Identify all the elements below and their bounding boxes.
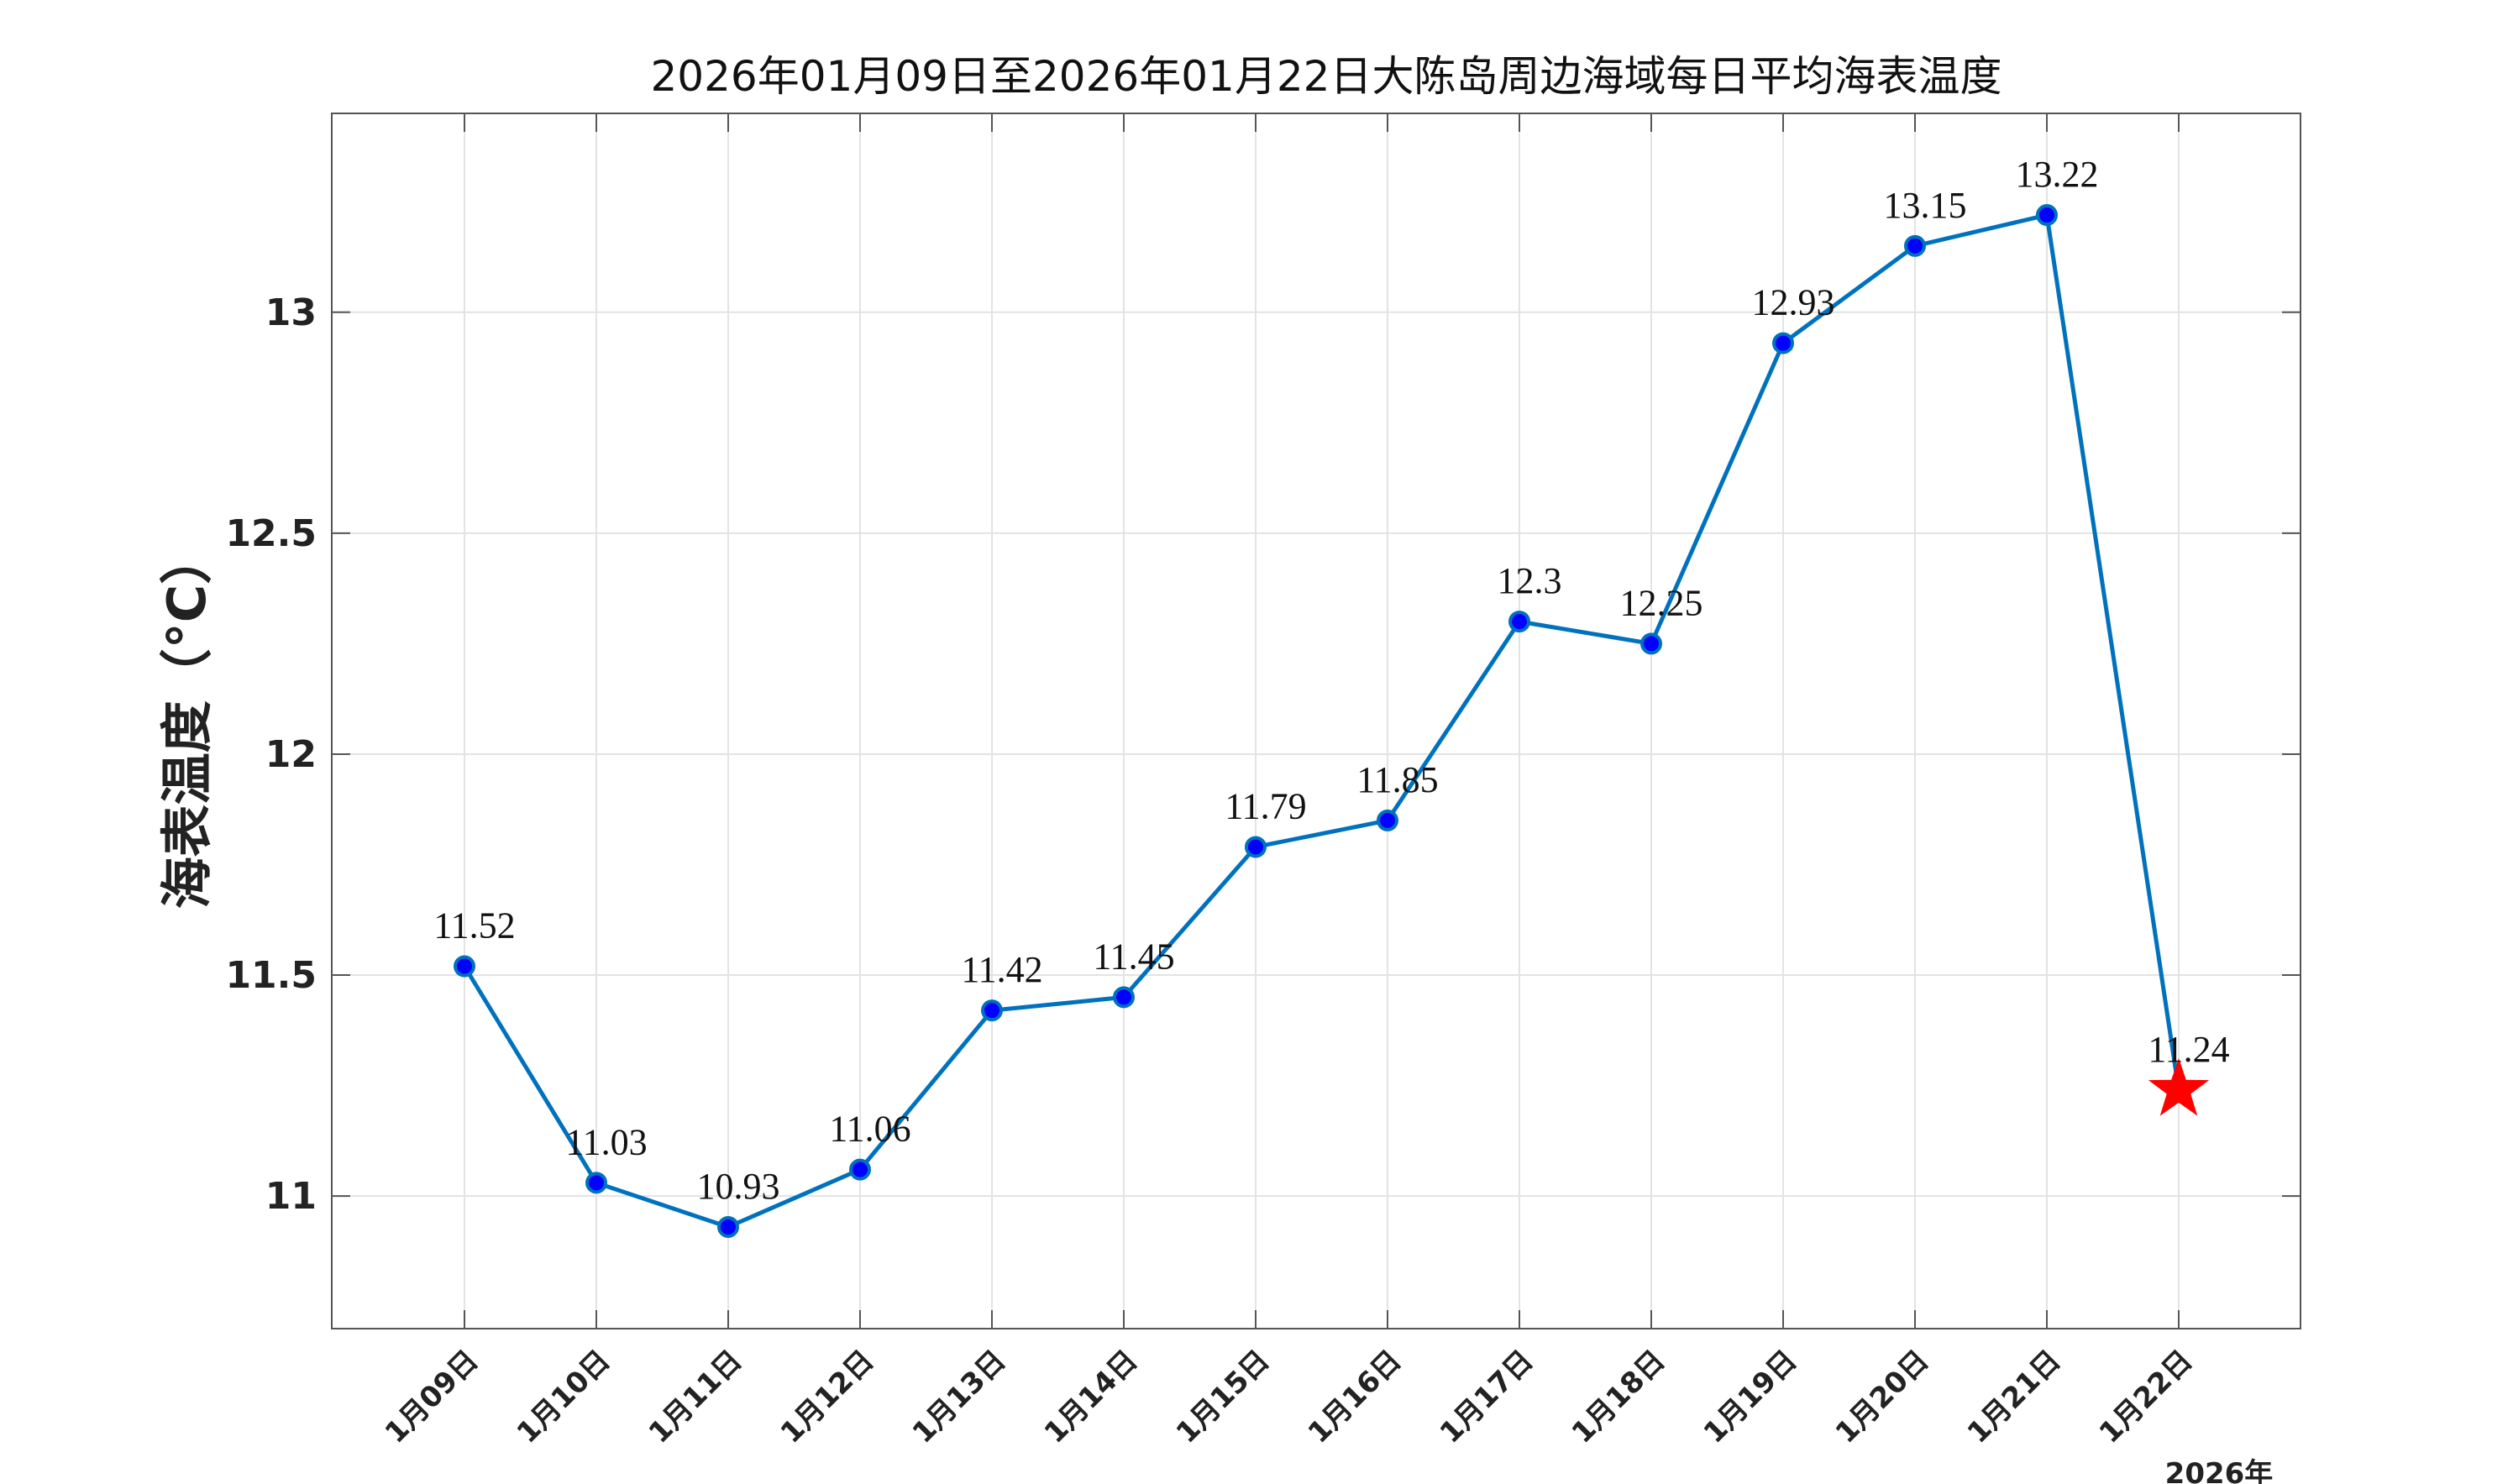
x-tick-label: 1月12日 (774, 1344, 881, 1450)
data-label: 12.3 (1498, 560, 1562, 601)
data-label: 11.79 (1225, 785, 1306, 826)
x-tick-label: 1月18日 (1566, 1344, 1672, 1450)
data-label: 11.45 (1093, 936, 1174, 977)
y-tick-label: 11 (265, 1175, 317, 1218)
y-axis: 11 11.5 12 12.5 13 (225, 291, 2301, 1218)
data-label: 13.22 (2016, 154, 2099, 195)
series-line (462, 212, 2181, 1230)
data-point (849, 1158, 871, 1181)
y-tick-label: 12 (265, 733, 317, 776)
x-tick-label: 1月16日 (1302, 1344, 1409, 1450)
data-label: 12.93 (1752, 282, 1835, 323)
data-point (1904, 234, 1926, 257)
x-axis: 1月09日 1月10日 1月11日 1月12日 1月13日 1月14日 1月15日 1月16日… (379, 113, 2200, 1450)
data-label: 10.93 (697, 1166, 780, 1207)
data-label: 12.25 (1620, 582, 1703, 623)
x-tick-label: 1月09日 (379, 1344, 485, 1450)
plot-area-frame (331, 113, 2301, 1329)
data-label: 13.15 (1884, 185, 1967, 226)
highlight-star-marker (2148, 1057, 2210, 1116)
x-tick-label: 1月10日 (511, 1344, 617, 1450)
data-point (454, 955, 475, 978)
x-axis-year-label: 2026年 (2165, 1457, 2274, 1484)
x-tick-label: 1月17日 (1434, 1344, 1540, 1450)
y-tick-label: 13 (265, 291, 317, 334)
data-label: 11.03 (565, 1121, 647, 1162)
data-point (1377, 809, 1398, 831)
data-label: 11.52 (433, 905, 515, 947)
x-tick-label: 1月20日 (1829, 1344, 1936, 1450)
data-point (585, 1172, 607, 1194)
chart-title: 2026年01月09日至2026年01月22日大陈岛周边海域每日平均海表温度 (651, 52, 2002, 101)
grid-lines (332, 113, 2301, 1329)
x-tick-label: 1月14日 (1038, 1344, 1145, 1450)
x-tick-label: 1月22日 (2093, 1344, 2200, 1450)
data-label: 11.06 (829, 1109, 910, 1150)
y-axis-label: 海表温度（°C） (156, 532, 218, 910)
x-tick-label: 1月13日 (906, 1344, 1013, 1450)
y-tick-label: 12.5 (225, 512, 317, 555)
x-tick-label: 1月19日 (1697, 1344, 1804, 1450)
x-tick-label: 1月21日 (1961, 1344, 2068, 1450)
data-label: 11.24 (2148, 1029, 2229, 1070)
data-point (981, 999, 1003, 1022)
series-sst: 11.52 11.03 10.93 11.06 11.42 11.45 11.79 11.85… (433, 154, 2230, 1238)
data-point (2036, 204, 2058, 227)
data-point (1508, 611, 1530, 633)
data-point (1772, 332, 1794, 354)
data-label: 11.85 (1356, 759, 1438, 800)
y-tick-label: 11.5 (225, 954, 317, 997)
data-point (1245, 836, 1267, 858)
x-tick-label: 1月15日 (1170, 1344, 1277, 1450)
data-point (1113, 986, 1135, 1009)
data-label: 11.42 (961, 949, 1042, 990)
data-point (717, 1215, 739, 1238)
x-tick-label: 1月11日 (643, 1344, 749, 1450)
data-point (1640, 632, 1662, 655)
